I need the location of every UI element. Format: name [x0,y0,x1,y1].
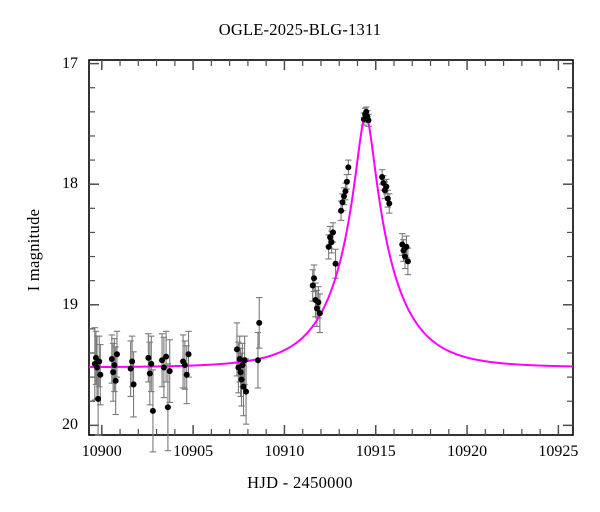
data-point [129,358,136,365]
data-point [315,299,322,306]
data-point [403,243,410,250]
data-point [379,173,386,180]
data-point [113,351,120,358]
y-axis-ticks [89,62,573,427]
data-point [240,383,247,390]
page-title: OGLE-2025-BLG-1311 [218,20,382,39]
x-axis-ticks [101,60,560,435]
data-point [340,193,347,200]
data-points [91,108,411,414]
data-point [111,362,118,369]
y-tick-label: 20 [62,416,78,434]
data-point [183,371,190,378]
data-point [145,354,152,361]
error-bars [91,106,412,453]
data-point [97,371,104,378]
x-tick-label: 10920 [447,443,488,460]
data-point [94,364,101,371]
data-point [332,260,339,267]
data-point [338,207,345,214]
data-point [181,362,188,369]
x-tick-label: 10900 [81,443,122,460]
x-tick-label: 10925 [538,443,579,460]
data-point [343,178,350,185]
data-point [365,117,372,124]
axis-frame [88,59,574,436]
data-point [404,258,411,265]
data-point [238,376,245,383]
microlensing-model-curve [89,115,573,369]
data-point [160,364,167,371]
y-tick-label: 17 [62,54,78,72]
data-point [339,199,346,206]
data-point [149,407,156,414]
data-point [146,370,153,377]
data-point [383,183,390,190]
data-point [311,275,318,282]
y-tick-label: 18 [62,175,78,193]
data-point [327,234,334,241]
data-point [130,381,137,388]
data-point [345,164,352,171]
data-point [148,360,155,367]
data-point [164,404,171,411]
data-point [401,253,408,260]
data-point [363,108,370,115]
data-point [316,310,323,317]
data-point [243,388,250,395]
x-axis-label: HJD - 2450000 [247,473,353,492]
x-tick-label: 10905 [173,443,214,460]
data-point [330,229,337,236]
data-point [325,243,332,250]
data-point [95,395,102,402]
data-point [256,319,263,326]
data-point [237,369,244,376]
data-point [239,362,246,369]
x-tick-label: 10910 [264,443,305,460]
data-point [309,282,316,289]
data-point [96,358,103,365]
data-point [384,195,391,202]
data-point [108,356,115,363]
data-point [110,369,117,376]
x-tick-label: 10915 [355,443,396,460]
data-point [236,356,243,363]
data-point [112,377,119,384]
model-curve [89,115,573,369]
data-point [233,346,240,353]
y-tick-label: 19 [62,295,78,313]
data-point [313,305,320,312]
data-point [342,188,349,195]
data-point [241,357,248,364]
data-point [159,357,166,364]
data-point [185,351,192,358]
data-point [254,357,261,364]
data-point [328,239,335,246]
data-point [386,200,393,207]
data-point [163,353,170,360]
data-point [127,365,134,372]
y-axis-label: I magnitude [24,208,43,292]
data-point [166,368,173,375]
